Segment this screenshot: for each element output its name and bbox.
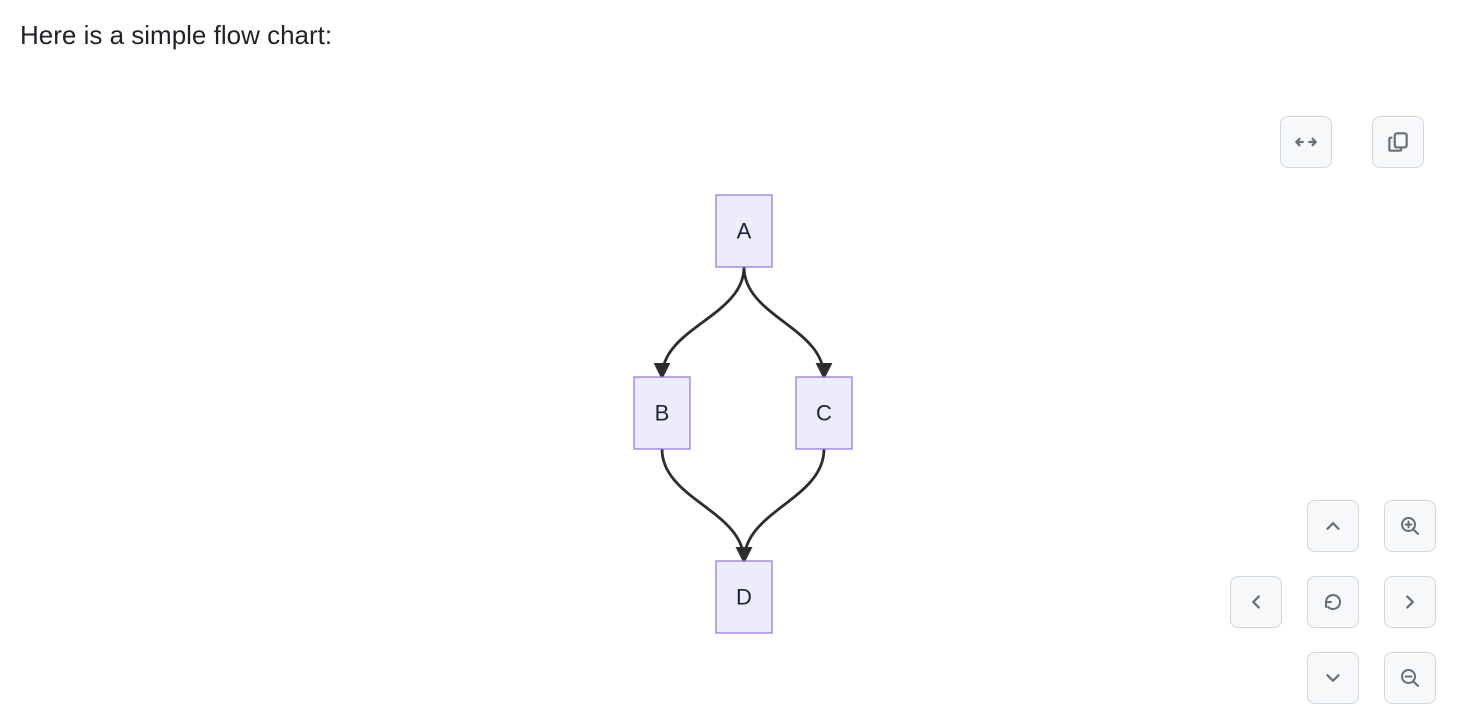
flowchart-node-c[interactable]: C <box>796 377 852 449</box>
flowchart-node-label: B <box>655 401 670 426</box>
chevron-down-icon <box>1322 667 1344 689</box>
zoom-in-icon <box>1398 514 1422 538</box>
flowchart-edge-c-d <box>744 449 824 561</box>
flowchart-node-b[interactable]: B <box>634 377 690 449</box>
copy-button[interactable] <box>1372 116 1424 168</box>
reset-button[interactable] <box>1307 576 1359 628</box>
flowchart-edge-a-b <box>662 267 744 377</box>
zoom-out-button[interactable] <box>1384 652 1436 704</box>
flowchart-node-label: D <box>736 585 752 610</box>
flowchart-node-d[interactable]: D <box>716 561 772 633</box>
pan-left-button[interactable] <box>1230 576 1282 628</box>
pan-down-button[interactable] <box>1307 652 1359 704</box>
chevron-right-icon <box>1399 591 1421 613</box>
zoom-out-icon <box>1398 666 1422 690</box>
flowchart-node-label: C <box>816 401 832 426</box>
flowchart-node-a[interactable]: A <box>716 195 772 267</box>
zoom-in-button[interactable] <box>1384 500 1436 552</box>
fit-width-icon <box>1293 129 1319 155</box>
chevron-left-icon <box>1245 591 1267 613</box>
flowchart-node-label: A <box>737 219 752 244</box>
nodes-layer: A B C D <box>634 195 852 633</box>
fit-width-button[interactable] <box>1280 116 1332 168</box>
reset-icon <box>1321 590 1345 614</box>
pan-up-button[interactable] <box>1307 500 1359 552</box>
flowchart-edge-a-c <box>744 267 824 377</box>
copy-icon <box>1385 129 1411 155</box>
pan-right-button[interactable] <box>1384 576 1436 628</box>
chevron-up-icon <box>1322 515 1344 537</box>
flowchart-edge-b-d <box>662 449 744 561</box>
